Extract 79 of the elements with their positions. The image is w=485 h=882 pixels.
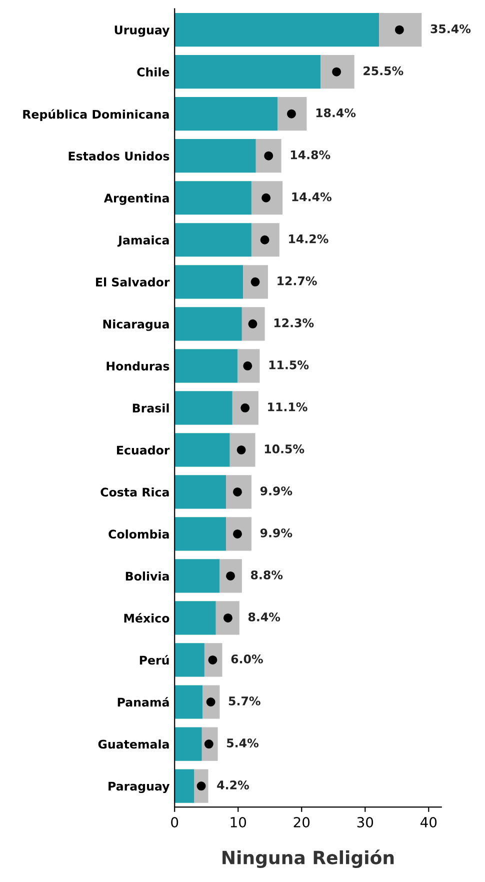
y-tick-label: El Salvador [96,277,170,287]
bar [174,769,194,803]
bar [174,475,226,509]
bar [174,13,380,47]
data-label: 6.0% [231,654,263,664]
data-label: 10.5% [264,444,304,454]
x-tick-label: 0 [171,816,178,828]
y-tick-label: Colombia [108,529,169,539]
y-tick-label: Guatemala [98,740,169,749]
bar [237,349,260,383]
y-tick-label: Brasil [132,403,169,413]
bar [251,223,280,257]
y-tick-label: Argentina [104,193,169,205]
y-tick-label: Honduras [106,361,170,371]
data-label: 8.8% [250,570,283,580]
data-label: 25.5% [364,66,404,76]
x-tick-label: 30 [357,816,374,828]
bar [174,727,202,761]
data-label: 4.2% [217,780,249,790]
bar [174,223,252,257]
bar [174,433,230,467]
bar [256,139,282,173]
data-label: 9.9% [260,528,292,538]
data-label: 5.4% [227,738,258,748]
bar [277,97,307,131]
y-tick-label: Costa Rica [100,487,169,497]
bar [174,643,204,677]
bar [174,517,226,551]
data-label: 5.7% [228,696,260,706]
y-tick-label: México [124,613,170,623]
data-label: 14.8% [290,150,330,160]
bar [174,265,244,299]
bar [243,265,268,299]
y-tick-label: Estados Unidos [68,151,170,161]
bar [242,307,265,341]
data-label: 11.5% [269,360,309,370]
bar [174,139,256,173]
bar [220,559,242,593]
bar [174,55,321,89]
bar [226,517,252,551]
data-label: 18.4% [316,108,356,118]
bar [174,601,216,635]
bar [379,13,422,47]
data-label: 14.4% [292,192,332,202]
bar [174,685,203,719]
bar [226,475,252,509]
bar [174,349,238,383]
data-label: 9.9% [260,486,292,496]
y-tick-label: Panamá [118,697,169,707]
data-label: 8.4% [248,612,280,622]
x-tick-label: 40 [420,816,437,828]
data-label: 12.3% [274,318,314,328]
bar [320,55,354,89]
y-tick-label: Ecuador [117,445,170,455]
x-tick-label: 20 [294,816,310,828]
bar [174,181,252,215]
y-tick-label: Uruguay [114,26,170,37]
x-tick-label: 10 [230,816,246,828]
bar [230,433,256,467]
point [394,25,404,34]
y-tick-label: Nicaragua [103,319,169,331]
data-label: 11.1% [268,402,308,412]
bar [216,601,240,635]
y-tick-label: República Dominicana [23,109,169,122]
data-label: 35.4% [430,24,471,34]
x-axis-title: Ninguna Religión [222,850,394,868]
y-tick-label: Chile [137,67,170,76]
bar [174,391,232,425]
bar [232,391,258,425]
bar [174,307,242,341]
bar [174,97,278,131]
y-tick-label: Perú [140,655,169,665]
bar [251,181,283,215]
y-tick-label: Jamaica [117,235,169,247]
bar [174,559,220,593]
y-tick-label: Bolivia [126,571,169,581]
data-label: 12.7% [278,276,317,286]
data-label: 14.2% [289,234,328,244]
y-tick-label: Paraguay [108,782,170,794]
